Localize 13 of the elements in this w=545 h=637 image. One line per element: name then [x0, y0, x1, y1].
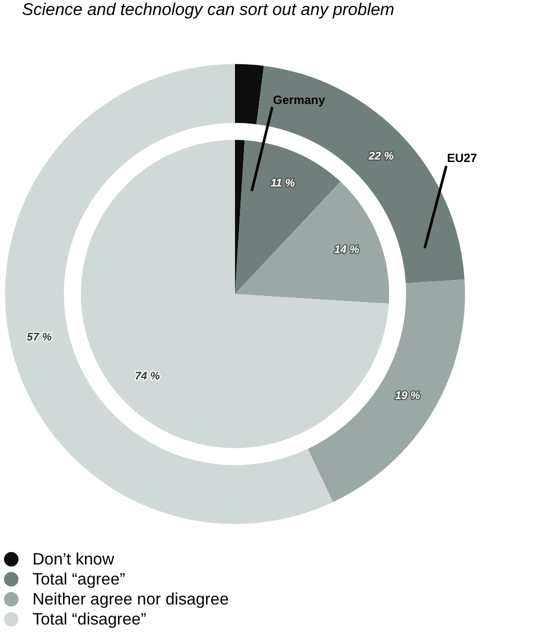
slice-label: EU27 [446, 151, 478, 165]
data-label: 74 % [134, 370, 160, 382]
data-label: 57 % [26, 332, 52, 344]
chart-title: Science and technology can sort out any problem [22, 0, 394, 19]
legend-label: Total “agree” [32, 570, 126, 588]
legend-label: Don’t know [32, 550, 114, 568]
data-label: 19 % [395, 390, 420, 402]
data-label: 11 % [270, 178, 296, 190]
legend-label: Total “disagree” [32, 610, 146, 628]
slice-label: Germany [272, 93, 326, 107]
legend-label: Neither agree nor disagree [32, 590, 229, 608]
data-label: 14 % [334, 244, 360, 256]
data-label: 22 % [368, 150, 394, 163]
